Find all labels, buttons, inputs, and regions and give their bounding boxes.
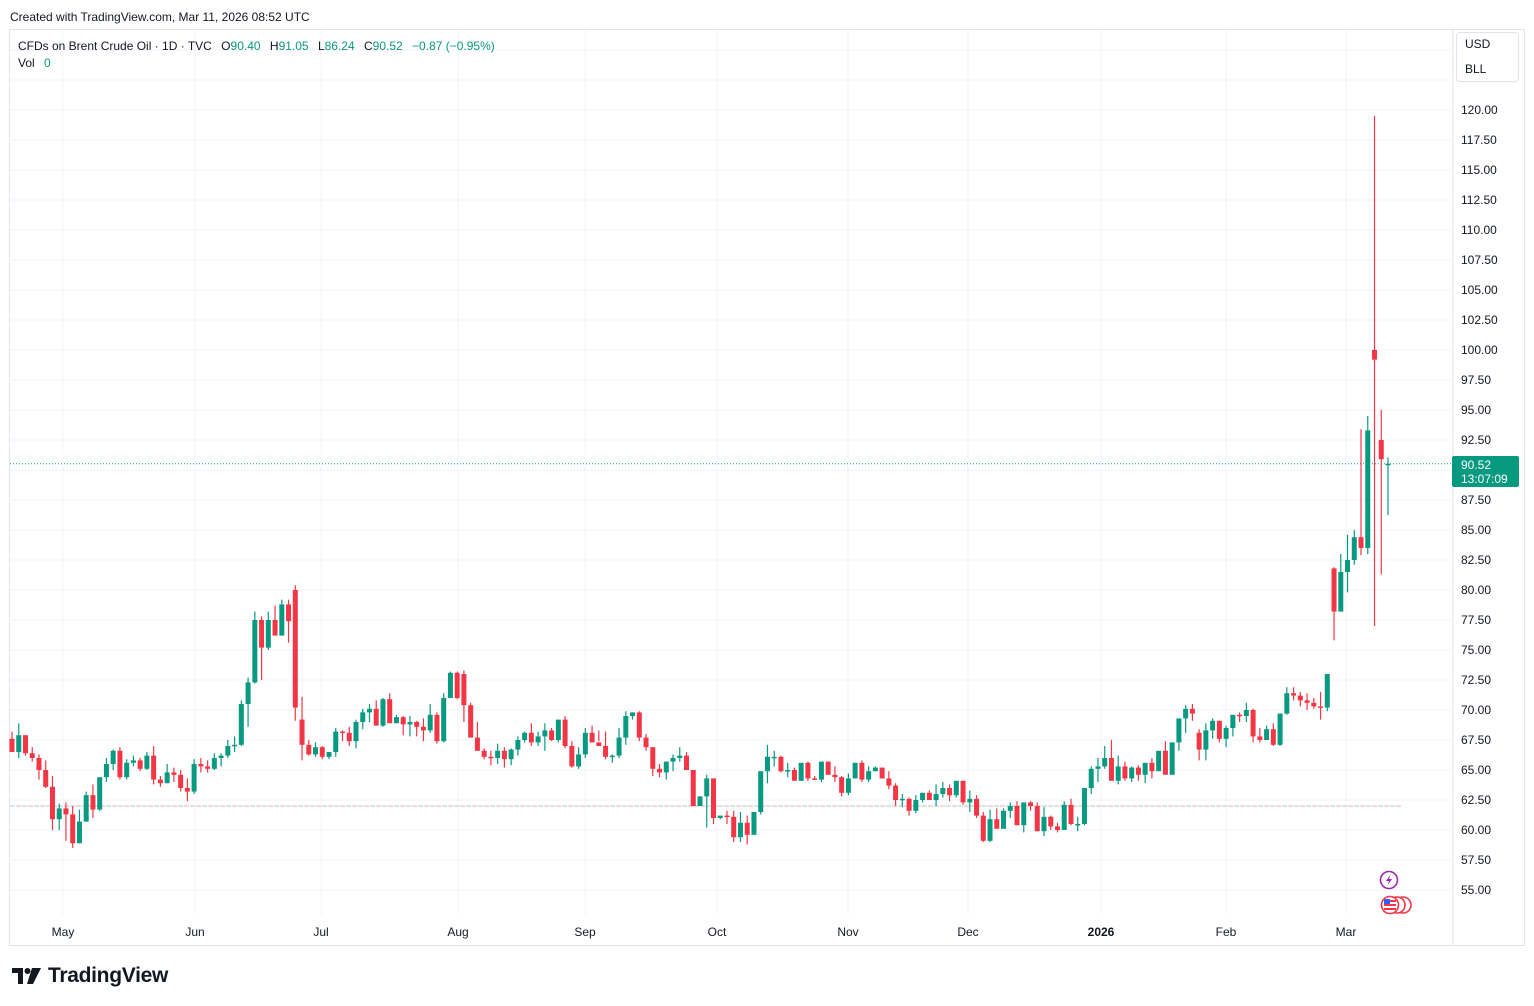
currency-label[interactable]: USD <box>1465 37 1491 51</box>
event-markers <box>1379 870 1412 915</box>
price-tick-label: 92.50 <box>1461 433 1492 447</box>
time-tick-label: May <box>51 925 75 939</box>
price-tick-label: 55.00 <box>1461 883 1492 897</box>
logo-text: TradingView <box>48 964 169 987</box>
ohlc-row: CFDs on Brent Crude Oil · 1D · TVC O90.4… <box>18 38 495 55</box>
price-tick-label: 77.50 <box>1461 613 1492 627</box>
price-tick-label: 75.00 <box>1461 643 1492 657</box>
currency-unit-selector[interactable]: USD BLL <box>1456 32 1519 82</box>
time-tick-label: Feb <box>1215 925 1237 939</box>
price-tick-label: 65.00 <box>1461 763 1492 777</box>
tradingview-logo-icon <box>12 968 41 984</box>
countdown-timer: 13:07:09 <box>1461 472 1508 486</box>
lightning-event-icon[interactable] <box>1379 870 1399 890</box>
vol-value: 0 <box>44 56 51 70</box>
last-price-badge: 90.52 13:07:09 <box>1452 456 1519 487</box>
open-label: O <box>221 39 231 53</box>
us-economic-event-icon[interactable] <box>1380 895 1412 915</box>
vol-label[interactable]: Vol <box>18 56 35 70</box>
symbol-legend: CFDs on Brent Crude Oil · 1D · TVC O90.4… <box>18 38 495 72</box>
chart-pane[interactable] <box>9 29 1525 946</box>
price-tick-label: 60.00 <box>1461 823 1492 837</box>
price-tick-label: 82.50 <box>1461 553 1492 567</box>
price-tick-label: 110.00 <box>1461 223 1497 237</box>
last-price-value: 90.52 <box>1461 458 1492 472</box>
time-tick-label: Sep <box>574 925 596 939</box>
price-tick-label: 115.00 <box>1461 163 1497 177</box>
low-label: L <box>317 39 325 53</box>
price-tick-label: 112.50 <box>1461 193 1497 207</box>
time-tick-label: Aug <box>447 925 469 939</box>
high-value: 91.05 <box>278 39 309 53</box>
high-label: H <box>269 39 279 53</box>
low-value: 86.24 <box>324 39 355 53</box>
created-with-caption: Created with TradingView.com, Mar 11, 20… <box>10 10 310 24</box>
price-tick-label: 97.50 <box>1461 373 1492 387</box>
price-tick-label: 95.00 <box>1461 403 1492 417</box>
close-value: 90.52 <box>372 39 403 53</box>
price-tick-label: 87.50 <box>1461 493 1492 507</box>
volume-row: Vol 0 <box>18 55 495 72</box>
time-tick-label: Jun <box>185 925 205 939</box>
unit-label[interactable]: BLL <box>1465 62 1487 76</box>
tradingview-logo[interactable]: TradingView <box>12 964 168 988</box>
price-tick-label: 85.00 <box>1461 523 1492 537</box>
open-value: 90.40 <box>230 39 261 53</box>
symbol-title[interactable]: CFDs on Brent Crude Oil · 1D · TVC <box>18 39 212 53</box>
change-value: −0.87 (−0.95%) <box>412 39 495 53</box>
price-tick-label: 105.00 <box>1461 283 1498 297</box>
time-tick-label: Nov <box>837 925 859 939</box>
price-tick-label: 102.50 <box>1461 313 1498 327</box>
price-tick-label: 70.00 <box>1461 703 1492 717</box>
price-tick-label: 57.50 <box>1461 853 1492 867</box>
price-tick-label: 62.50 <box>1461 793 1492 807</box>
close-label: C <box>364 39 373 53</box>
price-tick-label: 117.50 <box>1461 133 1497 147</box>
price-tick-label: 72.50 <box>1461 673 1492 687</box>
time-tick-label: 2026 <box>1087 925 1115 939</box>
price-tick-label: 120.00 <box>1461 103 1498 117</box>
time-tick-label: Oct <box>707 925 727 939</box>
price-tick-label: 100.00 <box>1461 343 1498 357</box>
time-tick-label: Dec <box>957 925 979 939</box>
price-tick-label: 80.00 <box>1461 583 1492 597</box>
price-tick-label: 107.50 <box>1461 253 1498 267</box>
time-tick-label: Jul <box>313 925 329 939</box>
price-tick-label: 67.50 <box>1461 733 1492 747</box>
time-tick-label: Mar <box>1335 925 1357 939</box>
